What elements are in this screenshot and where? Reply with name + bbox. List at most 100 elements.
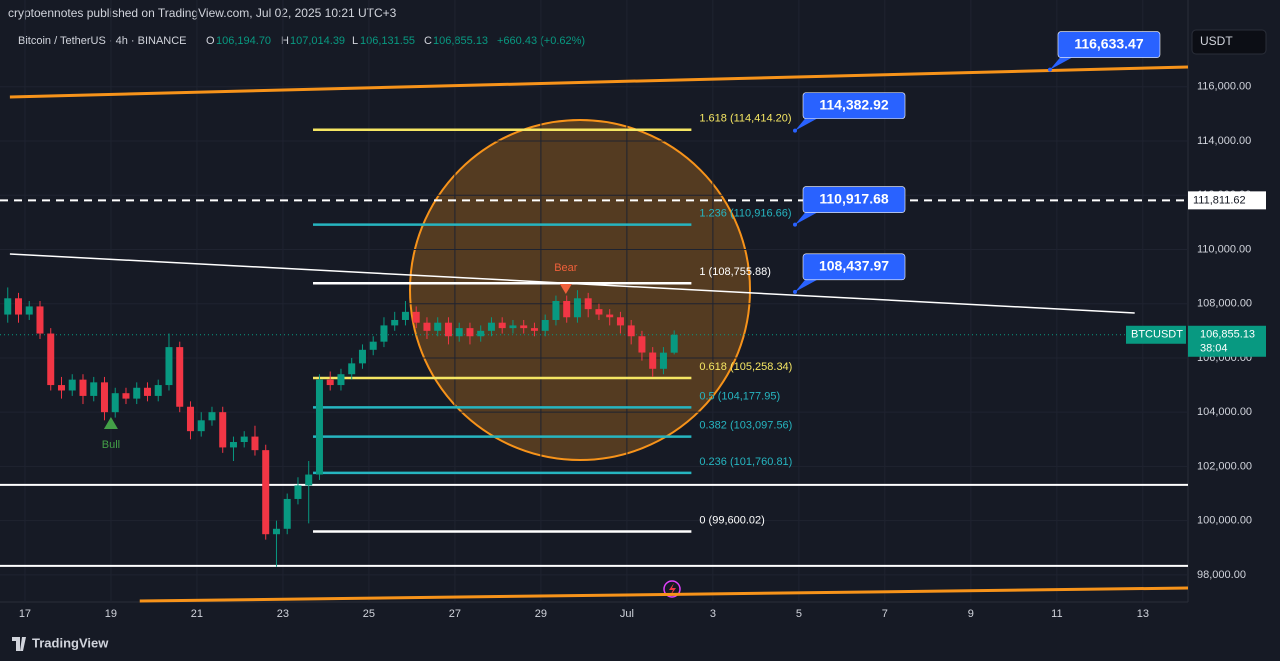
l: 106,131.55 (360, 35, 415, 47)
symbol-label: BTCUSDT (1131, 329, 1183, 341)
candle-body (541, 319, 549, 331)
candle-body (380, 325, 388, 342)
candle-body (487, 322, 495, 331)
candle-body (122, 393, 130, 399)
candle-body (358, 349, 366, 364)
candle-body (176, 347, 184, 407)
candle-body (509, 325, 517, 329)
callout-anchor (793, 289, 798, 294)
candle-body (36, 306, 44, 334)
candle-body (186, 406, 194, 432)
callout-label: 108,437.97 (819, 258, 889, 274)
x-tick-label: 23 (277, 608, 289, 620)
candle-body (520, 325, 528, 329)
l-key: L (352, 35, 358, 47)
candle-body (659, 352, 667, 369)
o-key: O (206, 35, 215, 47)
currency: USDT (1200, 34, 1233, 48)
candle-body (401, 311, 409, 320)
candle-body (552, 301, 560, 320)
candle-body (305, 474, 313, 486)
event-icon-bolt (669, 583, 676, 596)
x-tick-label: 9 (968, 608, 974, 620)
x-tick-label: 27 (449, 608, 461, 620)
candle-body (100, 382, 108, 413)
candle-body (530, 328, 538, 331)
y-tick-label: 104,000.00 (1197, 406, 1252, 418)
candle-body (240, 436, 248, 443)
callout-box (1057, 31, 1161, 58)
fib-label: 0.382 (103,097.56) (699, 420, 792, 432)
fib-label: 0 (99,600.02) (699, 514, 764, 526)
candle-body (68, 379, 76, 391)
callout-anchor (1047, 67, 1052, 72)
h-key: H (281, 35, 289, 47)
y-tick-label: 114,000.00 (1197, 135, 1251, 147)
callout-label: 114,382.92 (819, 96, 889, 112)
currency-box[interactable] (1191, 29, 1267, 55)
candle-body (25, 306, 33, 315)
price-label-box (1188, 191, 1266, 210)
candle-body (326, 379, 334, 386)
candle-body (47, 333, 55, 386)
candle-body (219, 412, 227, 448)
candle-body (670, 334, 678, 353)
x-tick-label: 19 (105, 608, 117, 620)
trend-line (9, 65, 1189, 99)
candle-body (369, 341, 377, 350)
callout-box (802, 186, 906, 213)
candle-body (638, 336, 646, 353)
candle-body (283, 498, 291, 529)
candle-body (4, 298, 12, 315)
candle-body (563, 301, 571, 318)
symbol: Bitcoin / TetherUS · 4h · BINANCE (18, 35, 187, 47)
x-tick-label: 21 (191, 608, 203, 620)
signal-label: Bull (102, 439, 120, 451)
candle-body (197, 420, 205, 432)
candle-body (133, 387, 141, 399)
last-price: 106,855.13 (1200, 329, 1255, 341)
candle-body (391, 319, 399, 326)
callout-label: 110,917.68 (819, 190, 889, 206)
h: 107,014.39 (290, 35, 345, 47)
y-tick-label: 108,000.00 (1197, 298, 1252, 310)
x-tick-label: 7 (882, 608, 888, 620)
candle-body (251, 436, 259, 451)
candle-body (337, 374, 345, 386)
symbol-box (1126, 325, 1186, 344)
candle-body (348, 363, 356, 375)
candle-body (498, 322, 506, 329)
signal-label: Bear (554, 262, 578, 274)
x-tick-label: 3 (710, 608, 716, 620)
y-tick-label: 116,000.00 (1197, 81, 1251, 93)
brand: TradingView (32, 635, 109, 650)
candle-body (606, 314, 614, 318)
candle-body (79, 379, 87, 396)
x-tick-label: 13 (1137, 608, 1149, 620)
x-tick-label: 5 (796, 608, 802, 620)
fib-label: 1 (108,755.88) (699, 266, 771, 278)
candle-body (627, 325, 635, 337)
x-tick-label: 25 (363, 608, 375, 620)
candle-body (595, 309, 603, 315)
fib-label: 0.618 (105,258.34) (699, 361, 792, 373)
candle-body (165, 347, 173, 386)
candle-body (477, 330, 485, 337)
brand-logo (12, 637, 26, 651)
legend: Bitcoin / TetherUS · 4h · BINANCE O 106,… (18, 35, 585, 47)
candle-body (90, 382, 98, 396)
candle-body (208, 412, 216, 421)
x-tick-label: 11 (1051, 608, 1062, 620)
candle-body (14, 298, 22, 315)
candle-body (315, 379, 323, 475)
last-price-box (1188, 325, 1266, 357)
fib-label: 0.5 (104,177.95) (699, 390, 780, 402)
callout-anchor (793, 222, 798, 227)
x-tick-label: Jul (620, 608, 634, 620)
candle-body (111, 393, 119, 413)
callout-pointer (795, 212, 818, 225)
candle-body (466, 328, 474, 337)
callout-pointer (795, 118, 818, 131)
candle-body (229, 442, 237, 448)
